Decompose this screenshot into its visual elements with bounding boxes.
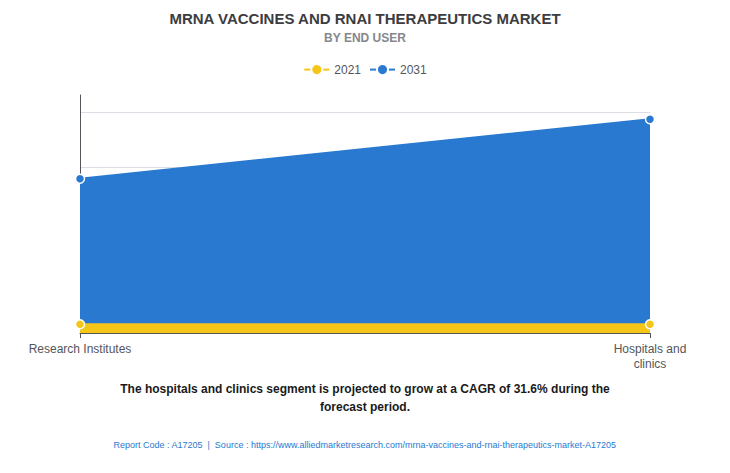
svg-text:forecast period.: forecast period. <box>320 400 410 414</box>
svg-text:Report Code : A17205 | Sourc: Report Code : A17205 | Source : https://… <box>113 440 616 450</box>
svg-text:clinics: clinics <box>634 357 667 371</box>
svg-text:MRNA VACCINES AND RNAI THERAPE: MRNA VACCINES AND RNAI THERAPEUTICS MARK… <box>169 10 560 27</box>
svg-text:Research Institutes: Research Institutes <box>29 342 132 356</box>
svg-text:2031: 2031 <box>400 63 427 77</box>
svg-text:2021: 2021 <box>334 63 361 77</box>
svg-text:BY END USER: BY END USER <box>324 31 406 45</box>
svg-text:The hospitals and clinics segm: The hospitals and clinics segment is pro… <box>120 382 610 396</box>
svg-text:Hospitals and: Hospitals and <box>614 342 687 356</box>
